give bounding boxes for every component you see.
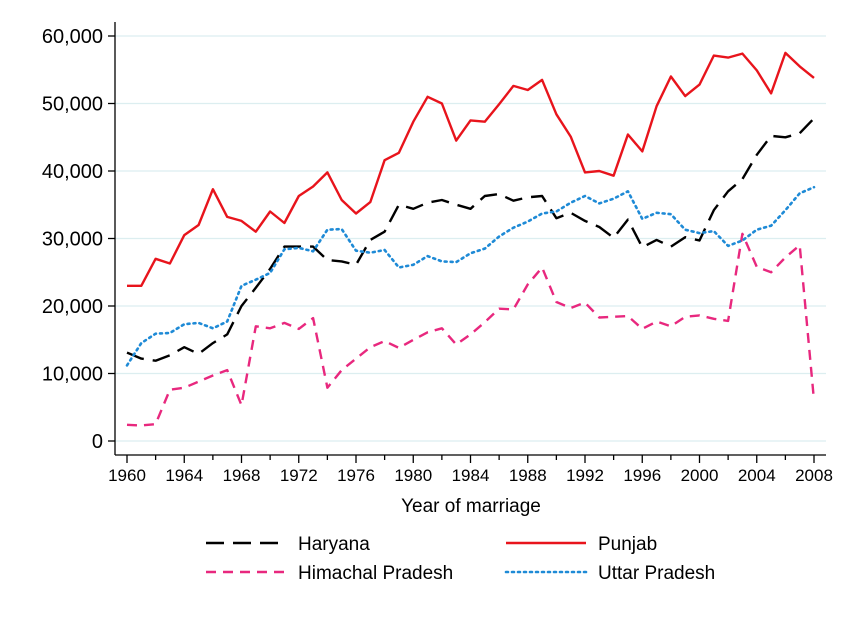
x-tick-label-1968: 1968 [223,466,261,485]
legend: Haryana Punjab Himachal Pradesh Uttar Prade… [206,534,715,584]
x-tick-label-1996: 1996 [623,466,661,485]
series-line-punjab [127,51,815,287]
y-tick-label-0: 0 [92,431,103,453]
legend-label-uttar-pradesh: Uttar Pradesh [598,563,715,584]
y-tick-label-4: 40,000 [42,161,103,183]
y-tick-label-1: 10,000 [42,364,103,386]
x-tick-label-1992: 1992 [566,466,604,485]
x-tick-label-1976: 1976 [337,466,375,485]
x-tick-label-1984: 1984 [452,466,490,485]
series-line-haryana [126,117,815,362]
series-line-uttar-pradesh [125,185,816,367]
x-axis-label: Year of marriage [401,496,541,517]
y-axis-ticks: 0 10,000 20,000 30,000 40,000 50,000 60,000 [42,26,115,453]
x-tick-label-1964: 1964 [165,466,203,485]
x-tick-label-2000: 2000 [681,466,719,485]
series-line-himachal-pradesh [126,232,816,427]
x-tick-label-2008: 2008 [795,466,833,485]
x-tick-label-1972: 1972 [280,466,318,485]
x-tick-label-1980: 1980 [394,466,432,485]
x-tick-label-1960: 1960 [108,466,146,485]
x-tick-label-1988: 1988 [509,466,547,485]
x-axis-ticks: 1960 1964 1968 1972 1976 1980 1984 1988 1992 1996… [108,455,833,485]
legend-label-haryana: Haryana [298,534,370,555]
y-tick-label-2: 20,000 [42,296,103,318]
x-tick-label-2004: 2004 [738,466,776,485]
y-tick-label-6: 60,000 [42,26,103,48]
y-tick-label-3: 30,000 [42,229,103,251]
series-lines [125,51,816,427]
legend-label-himachal-pradesh: Himachal Pradesh [298,563,453,584]
legend-label-punjab: Punjab [598,534,657,555]
y-tick-label-5: 50,000 [42,94,103,116]
